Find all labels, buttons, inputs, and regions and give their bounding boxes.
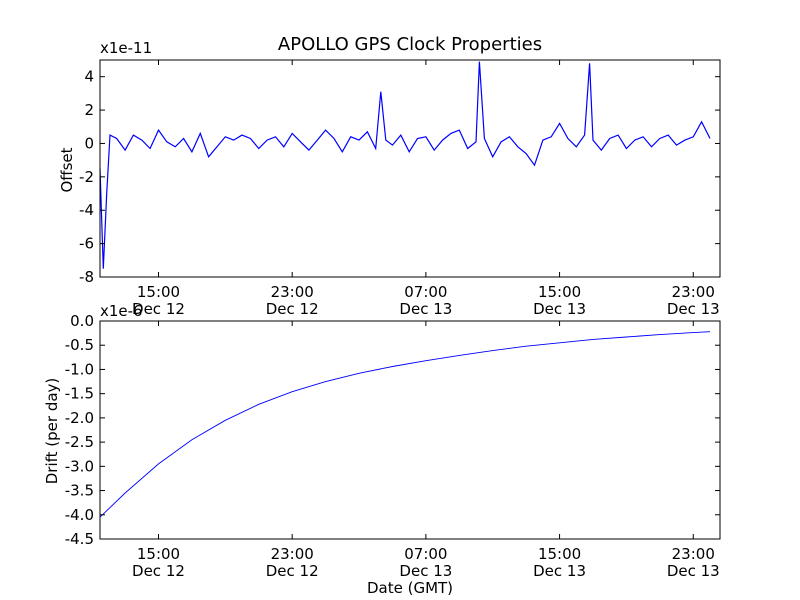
offset-x-tick-date: Dec 12 [132,300,185,318]
offset-y-tick-label: 2 [84,101,94,119]
drift-x-tick-date: Dec 13 [399,562,452,580]
offset-y-tick-label: -6 [79,235,94,253]
drift-y-tick-label: -4.0 [65,506,94,524]
offset-x-tick-time: 23:00 [271,283,314,301]
drift-x-axis-label: Date (GMT) [367,579,453,597]
offset-y-tick-label: 0 [84,134,94,152]
drift-x-tick-time: 15:00 [538,545,581,563]
offset-y-axis-label: Offset [58,147,76,192]
offset-y-tick-label: -4 [79,201,94,219]
drift-x-tick-time: 23:00 [672,545,715,563]
drift-x-tick-date: Dec 12 [132,562,185,580]
offset-scale-label: x1e-11 [100,39,152,57]
offset-series-line [99,61,711,269]
offset-y-tick-label: -2 [79,168,94,186]
drift-x-tick-time: 23:00 [271,545,314,563]
drift-y-tick-label: -0.5 [65,336,94,354]
drift-panel: x1e-6 Drift (per day) Date (GMT) -4.5 -4.… [43,302,721,597]
drift-y-tick-label: -2.0 [65,409,94,427]
offset-x-tick-date: Dec 13 [667,300,720,318]
drift-x-tick-time: 15:00 [137,545,180,563]
offset-x-tick-time: 23:00 [672,283,715,301]
offset-x-tick-date: Dec 13 [533,300,586,318]
offset-x-tick-time: 07:00 [404,283,447,301]
drift-y-tick-label: -3.5 [65,482,94,500]
drift-x-tick-date: Dec 12 [266,562,319,580]
offset-plot-frame [99,59,721,278]
drift-x-tick-date: Dec 13 [667,562,720,580]
offset-y-tick-label: 4 [84,68,94,86]
offset-x-tick-time: 15:00 [137,283,180,301]
offset-x-tick-date: Dec 13 [399,300,452,318]
offset-x-tick-date: Dec 12 [266,300,319,318]
drift-x-tick-time: 07:00 [404,545,447,563]
figure-title: APOLLO GPS Clock Properties [278,34,542,55]
drift-y-tick-label: -4.5 [65,530,94,548]
drift-y-tick-label: -2.5 [65,433,94,451]
offset-y-tick-label: -8 [79,268,94,286]
drift-plot-frame [99,320,721,540]
drift-y-axis-label: Drift (per day) [43,378,61,485]
offset-x-tick-time: 15:00 [538,283,581,301]
drift-y-tick-label: -1.0 [65,360,94,378]
drift-y-tick-label: -1.5 [65,385,94,403]
drift-x-tick-date: Dec 13 [533,562,586,580]
drift-scale-label: x1e-6 [100,302,143,320]
drift-series-line [99,331,711,518]
drift-y-tick-label: -3.0 [65,457,94,475]
drift-y-tick-label: 0.0 [70,312,94,330]
